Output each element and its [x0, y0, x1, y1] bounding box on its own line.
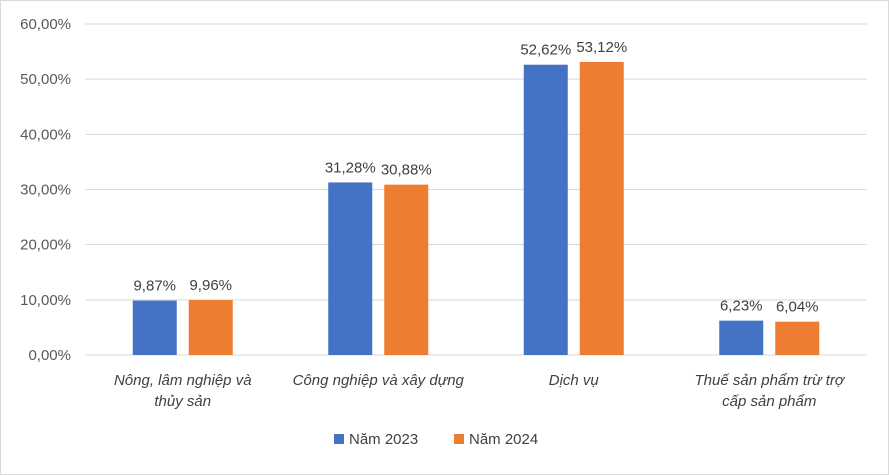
data-label: 9,96% — [189, 277, 232, 294]
category-label: thủy sản — [154, 393, 211, 410]
y-tick-label: 0,00% — [28, 347, 71, 364]
bar-series-1 — [328, 182, 373, 355]
y-tick-label: 20,00% — [20, 237, 71, 254]
legend-label: Năm 2024 — [469, 431, 538, 448]
bar-series-1 — [523, 64, 568, 355]
bar-series-2 — [188, 300, 233, 355]
category-label: Thuế sản phẩm trừ trợ — [695, 372, 846, 389]
y-tick-label: 30,00% — [20, 182, 71, 199]
legend-swatch — [334, 434, 344, 444]
category-label: cấp sản phẩm — [722, 393, 816, 410]
data-label: 6,23% — [720, 298, 763, 315]
bar-series-2 — [384, 184, 429, 355]
category-label: Dịch vụ — [549, 372, 600, 389]
bar-series-2 — [775, 321, 820, 355]
legend-label: Năm 2023 — [349, 431, 418, 448]
data-label: 30,88% — [381, 162, 432, 179]
legend-swatch — [454, 434, 464, 444]
data-label: 31,28% — [325, 159, 376, 176]
category-label: Nông, lâm nghiệp và — [114, 372, 252, 389]
y-tick-label: 60,00% — [20, 16, 71, 33]
category-label: Công nghiệp và xây dựng — [293, 372, 465, 389]
data-label: 6,04% — [776, 299, 819, 316]
bar-series-1 — [719, 320, 764, 355]
bar-series-2 — [579, 61, 624, 356]
y-tick-label: 50,00% — [20, 71, 71, 88]
bar-series-1 — [132, 300, 177, 355]
y-tick-label: 40,00% — [20, 126, 71, 143]
data-label: 52,62% — [520, 42, 571, 59]
y-tick-label: 10,00% — [20, 292, 71, 309]
data-label: 53,12% — [576, 39, 627, 56]
data-label: 9,87% — [133, 278, 176, 295]
